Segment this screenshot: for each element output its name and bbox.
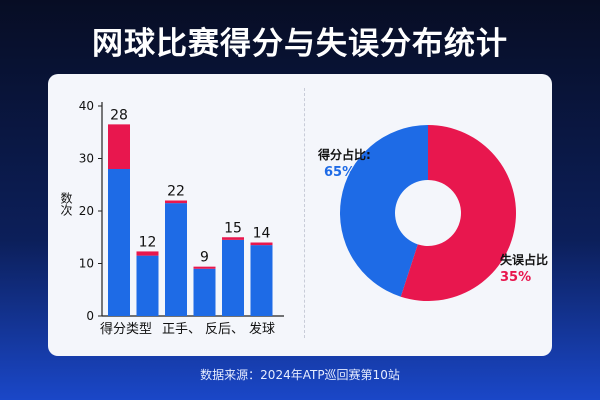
bar-score-segment [250, 245, 273, 316]
donut-slice-error [400, 125, 516, 301]
bar-error-segment [222, 237, 244, 240]
y-tick-label: 40 [79, 99, 94, 113]
bar-value-label: 28 [110, 107, 128, 123]
y-tick-label: 30 [79, 152, 94, 166]
bar-value-label: 22 [167, 184, 185, 200]
legend-error-label: 失误占比 [500, 252, 548, 267]
bar-value-label: 15 [224, 220, 242, 236]
source-note: 数据来源：2024年ATP巡回赛第10站 [200, 368, 400, 382]
legend-score-percent: 65% [324, 165, 355, 180]
bar-value-label: 12 [139, 234, 157, 250]
x-axis-label: 正手、 [162, 322, 201, 337]
x-axis-label: 反后、 [205, 322, 244, 337]
bar-error-segment [193, 266, 216, 269]
x-axis-label: 发球 [249, 321, 275, 337]
bar-value-label: 14 [253, 226, 271, 242]
donut-slices [340, 125, 516, 301]
bar-score-segment [222, 239, 244, 316]
bar-score-segment [108, 169, 130, 316]
x-axis-label: 得分类型 [100, 321, 152, 337]
bar-score-segment [165, 203, 187, 316]
chart-card: 0 10 20 30 40 28 12 22 9 15 14 数次 得分类型 正手、 反后、 发球 得分… [48, 74, 552, 356]
bar-value-labels: 28 12 22 9 15 14 [110, 107, 270, 265]
y-tick-label: 20 [79, 204, 94, 218]
donut-slice-score [340, 125, 428, 297]
bar-score-segment [136, 255, 159, 316]
legend-error-percent: 35% [500, 270, 531, 285]
bar-error-segment [165, 200, 187, 204]
bar-score-segment [193, 268, 216, 316]
bar-chart: 0 10 20 30 40 28 12 22 9 15 14 数次 得分类型 正手、 反后、 发球 [59, 99, 284, 337]
page-title: 网球比赛得分与失误分布统计 [92, 26, 508, 62]
bar-error-segment [250, 242, 273, 246]
y-axis-title: 数次 [59, 191, 73, 217]
x-axis-labels: 得分类型 正手、 反后、 发球 [100, 321, 275, 337]
y-tick-label: 0 [86, 309, 94, 323]
card-divider [304, 88, 305, 338]
bar-error-segment [136, 251, 159, 256]
bar-value-label: 9 [200, 250, 209, 266]
bars [108, 124, 273, 316]
bar-error-segment [108, 124, 130, 169]
y-tick-label: 10 [79, 257, 94, 271]
legend-score-label: 得分占比: [317, 147, 371, 162]
y-ticks: 0 10 20 30 40 [79, 99, 102, 323]
